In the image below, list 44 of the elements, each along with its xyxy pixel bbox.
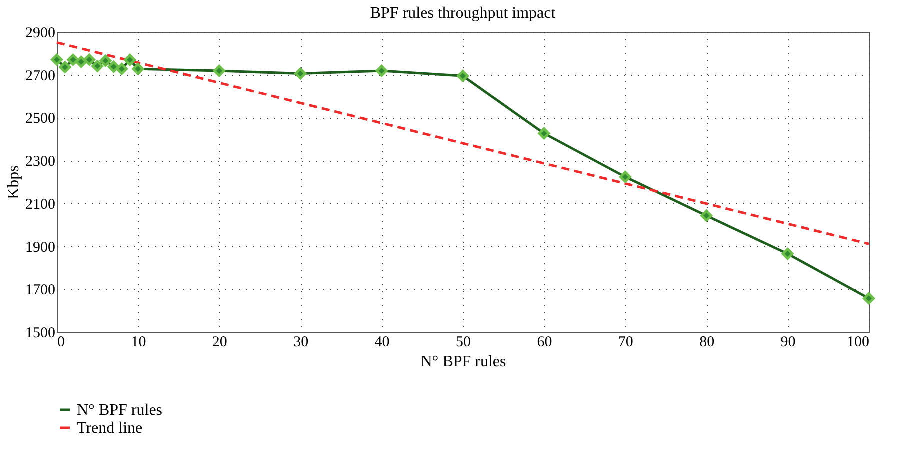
- point: [619, 171, 632, 184]
- legend-label: N° BPF rules: [77, 402, 163, 419]
- point: [700, 210, 713, 222]
- point: [863, 292, 875, 305]
- point: [59, 61, 72, 74]
- legend-label: Trend line: [77, 420, 143, 437]
- y-tick-label: 1500: [26, 326, 56, 342]
- x-tick-label: 60: [537, 334, 552, 350]
- y-tick-label: 2300: [26, 154, 56, 170]
- point: [294, 68, 307, 80]
- x-tick-label: 20: [212, 334, 228, 350]
- point: [75, 56, 88, 68]
- point: [92, 60, 104, 72]
- y-tick-label: 2900: [26, 26, 56, 42]
- point: [67, 54, 80, 66]
- point: [213, 65, 226, 77]
- point: [132, 63, 144, 76]
- point: [457, 70, 469, 82]
- point: [83, 54, 96, 66]
- x-tick-label: 10: [131, 334, 146, 350]
- x-tick-label: 40: [374, 334, 390, 350]
- point: [51, 54, 63, 66]
- point: [108, 60, 120, 73]
- x-tick-label: 0: [58, 334, 65, 350]
- point: [100, 54, 112, 67]
- x-tick-label: 80: [700, 334, 715, 350]
- x-tick-label: 70: [618, 334, 634, 350]
- point: [538, 128, 550, 140]
- chart-title: BPF rules throughput impact: [370, 5, 556, 22]
- point: [782, 248, 794, 260]
- point: [116, 63, 128, 76]
- x-tick-label: 90: [780, 334, 796, 350]
- y-tick-label: 1900: [26, 240, 56, 256]
- y-axis-title: Kbps: [6, 166, 22, 200]
- x-tick-label: 30: [294, 334, 309, 350]
- x-axis-title: N° BPF rules: [420, 354, 506, 370]
- x-tick-label: 100: [847, 334, 870, 350]
- y-tick-label: 2500: [26, 111, 56, 128]
- point: [376, 65, 388, 77]
- y-tick-label: 1700: [26, 282, 56, 299]
- point: [124, 54, 136, 66]
- y-tick-label: 2700: [26, 68, 56, 84]
- x-tick-label: 50: [456, 334, 471, 350]
- y-tick-label: 2100: [26, 196, 56, 213]
